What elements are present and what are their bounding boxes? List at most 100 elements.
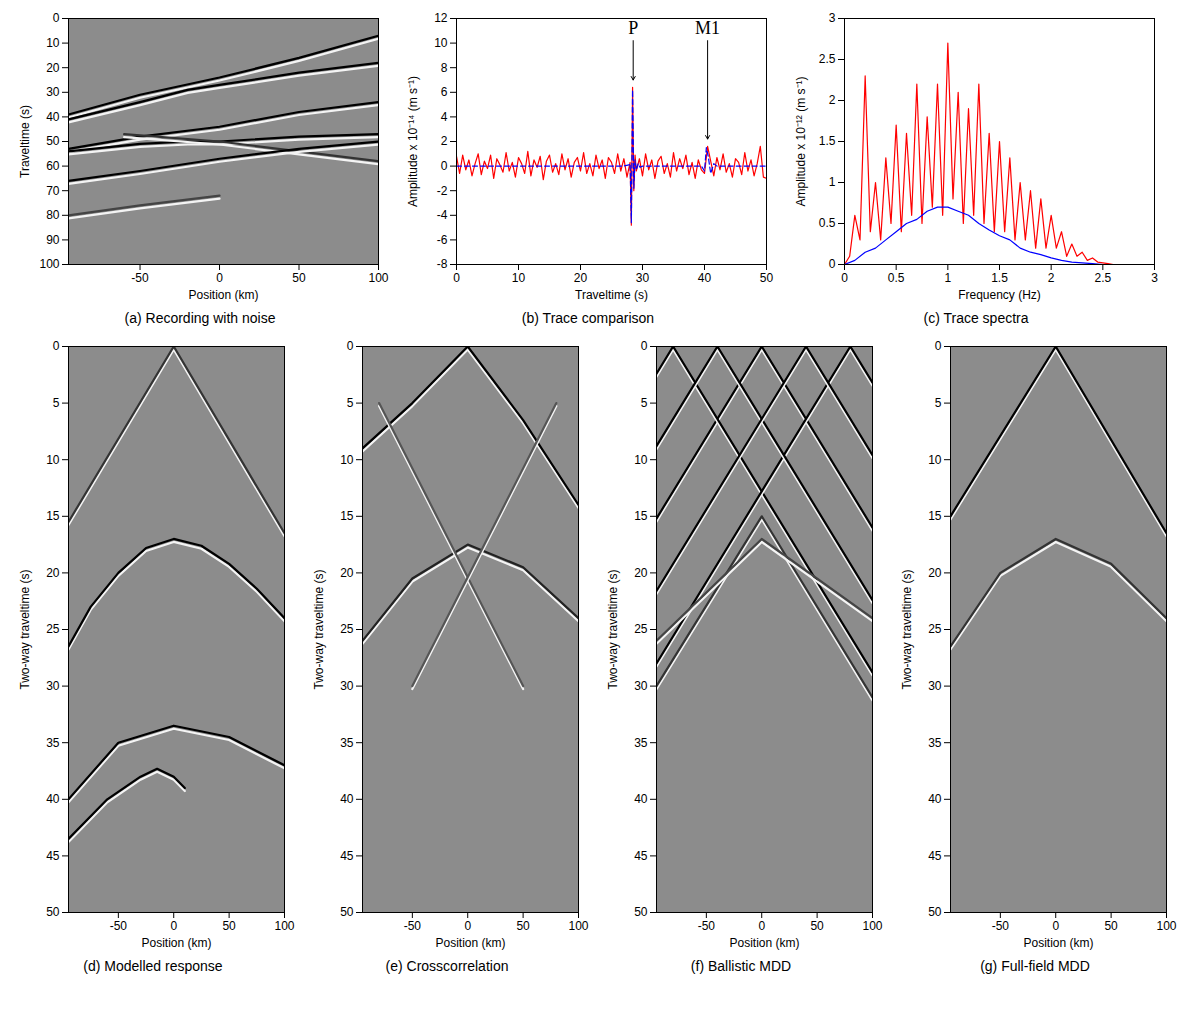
svg-text:-2: -2 — [437, 184, 448, 198]
svg-text:35: 35 — [340, 736, 354, 750]
svg-text:45: 45 — [340, 849, 354, 863]
svg-text:60: 60 — [46, 159, 60, 173]
svg-text:35: 35 — [634, 736, 648, 750]
svg-text:100: 100 — [274, 919, 294, 933]
svg-text:35: 35 — [46, 736, 60, 750]
svg-text:Frequency (Hz): Frequency (Hz) — [958, 288, 1041, 302]
svg-text:100: 100 — [862, 919, 882, 933]
svg-text:6: 6 — [441, 85, 448, 99]
svg-text:2.5: 2.5 — [819, 52, 836, 66]
svg-text:90: 90 — [46, 233, 60, 247]
svg-text:Two-way traveltime (s): Two-way traveltime (s) — [18, 569, 32, 689]
svg-text:-50: -50 — [404, 919, 422, 933]
svg-text:1.5: 1.5 — [991, 271, 1008, 285]
svg-text:50: 50 — [516, 919, 530, 933]
svg-text:-50: -50 — [992, 919, 1010, 933]
svg-text:30: 30 — [634, 679, 648, 693]
svg-text:1: 1 — [829, 175, 836, 189]
svg-text:10: 10 — [340, 453, 354, 467]
svg-text:10: 10 — [512, 271, 526, 285]
svg-text:0: 0 — [829, 257, 836, 271]
svg-text:15: 15 — [928, 509, 942, 523]
svg-text:12: 12 — [434, 11, 448, 25]
svg-text:0: 0 — [841, 271, 848, 285]
svg-text:-6: -6 — [437, 233, 448, 247]
svg-text:0: 0 — [1052, 919, 1059, 933]
svg-text:50: 50 — [222, 919, 236, 933]
svg-text:-4: -4 — [437, 208, 448, 222]
svg-text:M1: M1 — [695, 18, 720, 38]
svg-text:-8: -8 — [437, 257, 448, 271]
svg-text:100: 100 — [39, 257, 59, 271]
svg-text:5: 5 — [641, 396, 648, 410]
svg-text:10: 10 — [928, 453, 942, 467]
svg-text:20: 20 — [46, 566, 60, 580]
svg-text:0: 0 — [216, 271, 223, 285]
svg-text:50: 50 — [292, 271, 306, 285]
svg-text:2.5: 2.5 — [1094, 271, 1111, 285]
svg-text:25: 25 — [46, 622, 60, 636]
svg-text:30: 30 — [928, 679, 942, 693]
svg-text:15: 15 — [340, 509, 354, 523]
svg-text:Position (km): Position (km) — [188, 288, 258, 302]
svg-text:20: 20 — [928, 566, 942, 580]
svg-text:1.5: 1.5 — [819, 134, 836, 148]
svg-text:10: 10 — [434, 36, 448, 50]
svg-text:Position (km): Position (km) — [435, 936, 505, 950]
svg-text:3: 3 — [829, 11, 836, 25]
svg-text:0: 0 — [441, 159, 448, 173]
svg-text:0: 0 — [453, 271, 460, 285]
svg-text:20: 20 — [340, 566, 354, 580]
svg-text:80: 80 — [46, 208, 60, 222]
svg-text:5: 5 — [53, 396, 60, 410]
svg-text:0: 0 — [464, 919, 471, 933]
svg-text:30: 30 — [46, 85, 60, 99]
svg-text:Two-way traveltime (s): Two-way traveltime (s) — [606, 569, 620, 689]
svg-text:0: 0 — [758, 919, 765, 933]
svg-text:40: 40 — [46, 110, 60, 124]
svg-text:P: P — [628, 18, 638, 38]
svg-text:100: 100 — [568, 919, 588, 933]
svg-text:20: 20 — [634, 566, 648, 580]
svg-text:0: 0 — [53, 11, 60, 25]
svg-text:Two-way traveltime (s): Two-way traveltime (s) — [312, 569, 326, 689]
svg-text:0: 0 — [935, 339, 942, 353]
svg-text:100: 100 — [1156, 919, 1176, 933]
svg-text:0.5: 0.5 — [819, 216, 836, 230]
svg-text:Amplitude x 10⁻¹⁴ (m s⁻¹): Amplitude x 10⁻¹⁴ (m s⁻¹) — [406, 76, 420, 207]
svg-text:10: 10 — [634, 453, 648, 467]
svg-text:8: 8 — [441, 61, 448, 75]
svg-text:50: 50 — [634, 905, 648, 919]
svg-text:2: 2 — [441, 134, 448, 148]
svg-text:40: 40 — [634, 792, 648, 806]
svg-text:30: 30 — [46, 679, 60, 693]
svg-text:25: 25 — [634, 622, 648, 636]
svg-text:50: 50 — [46, 905, 60, 919]
svg-text:50: 50 — [1104, 919, 1118, 933]
svg-text:25: 25 — [928, 622, 942, 636]
svg-text:45: 45 — [634, 849, 648, 863]
svg-text:20: 20 — [46, 61, 60, 75]
svg-text:-50: -50 — [110, 919, 128, 933]
svg-text:4: 4 — [441, 110, 448, 124]
svg-text:3: 3 — [1151, 271, 1158, 285]
svg-text:15: 15 — [46, 509, 60, 523]
svg-text:Traveltime (s): Traveltime (s) — [18, 105, 32, 178]
svg-text:5: 5 — [935, 396, 942, 410]
svg-text:35: 35 — [928, 736, 942, 750]
svg-text:10: 10 — [46, 36, 60, 50]
svg-text:45: 45 — [928, 849, 942, 863]
svg-text:50: 50 — [760, 271, 774, 285]
svg-text:25: 25 — [340, 622, 354, 636]
svg-text:50: 50 — [928, 905, 942, 919]
svg-text:0: 0 — [641, 339, 648, 353]
svg-text:Position (km): Position (km) — [1023, 936, 1093, 950]
svg-text:0: 0 — [170, 919, 177, 933]
svg-text:50: 50 — [46, 134, 60, 148]
svg-text:0: 0 — [53, 339, 60, 353]
svg-text:10: 10 — [46, 453, 60, 467]
svg-text:40: 40 — [928, 792, 942, 806]
svg-text:Position (km): Position (km) — [729, 936, 799, 950]
svg-text:45: 45 — [46, 849, 60, 863]
svg-text:Position (km): Position (km) — [141, 936, 211, 950]
